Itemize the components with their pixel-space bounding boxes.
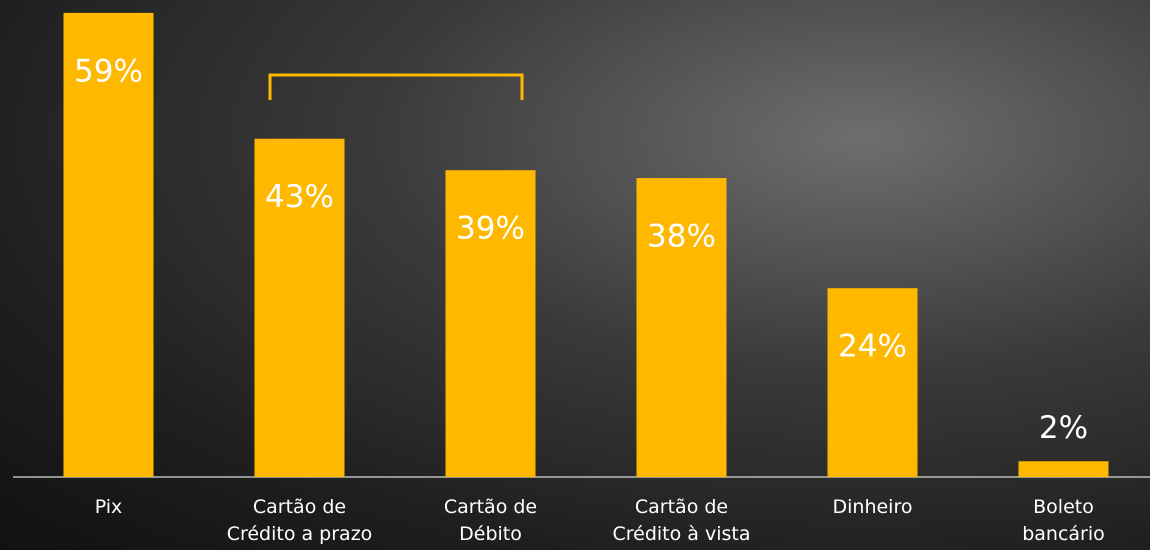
value-label: 2%: [1039, 410, 1088, 446]
x-tick-label: Dinheiro: [832, 496, 913, 518]
bar: [445, 170, 536, 477]
bar: [254, 138, 345, 477]
bar: [636, 178, 727, 478]
value-label: 59%: [74, 53, 143, 89]
value-label: 24%: [838, 329, 907, 365]
x-tick-label: Pix: [94, 496, 123, 518]
bracket: [268, 73, 524, 100]
x-tick-label: Cartão de Débito: [443, 496, 538, 545]
bar: [63, 12, 154, 477]
x-tick-label: Cartão de Crédito a prazo: [226, 496, 373, 545]
value-label: 39%: [456, 211, 525, 247]
x-tick-label: Boleto bancário: [1022, 496, 1105, 545]
bar: [1018, 461, 1109, 477]
value-label: 43%: [265, 179, 334, 215]
x-tick-label: Cartão de Crédito à vista: [612, 496, 751, 545]
bar: [827, 288, 918, 477]
value-label: 38%: [647, 219, 716, 255]
